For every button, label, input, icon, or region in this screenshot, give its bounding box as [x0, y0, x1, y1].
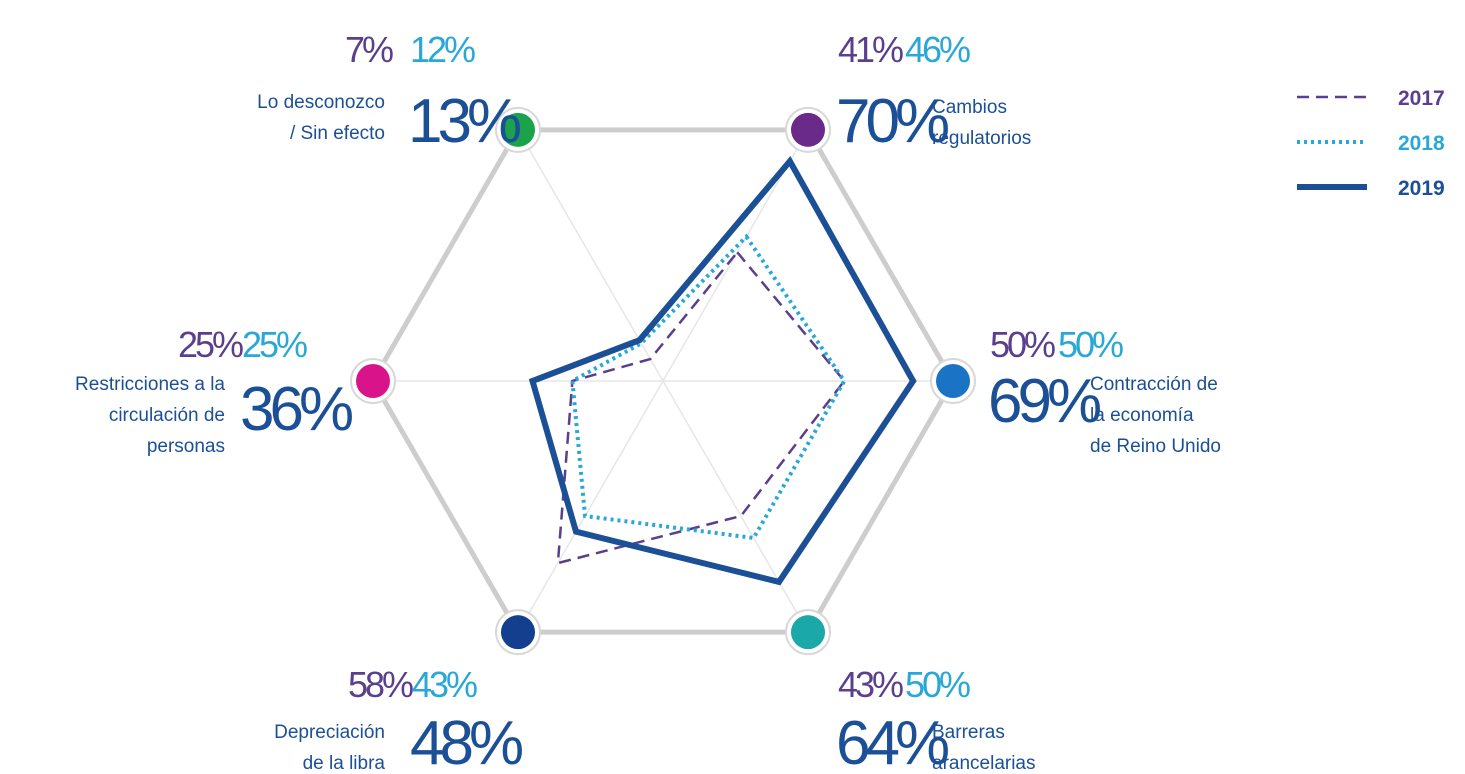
legend-label: 2019	[1398, 177, 1445, 200]
value-label: 50%	[1058, 324, 1123, 365]
category-label: / Sin efecto	[290, 123, 385, 144]
category-label: Restricciones a la	[75, 374, 225, 395]
value-label: 69%	[988, 367, 1100, 436]
category-label: de Reino Unido	[1090, 436, 1221, 457]
axis-node-dot	[501, 112, 535, 147]
category-label: Cambios	[932, 97, 1007, 118]
series-line	[528, 155, 917, 586]
value-label: 43%	[838, 664, 903, 705]
axis-node-dot	[791, 615, 825, 650]
value-label: 36%	[240, 375, 352, 444]
value-label: 50%	[905, 664, 970, 705]
value-label: 25%	[242, 324, 307, 365]
category-label: personas	[147, 436, 225, 457]
category-label: Depreciación	[274, 722, 385, 743]
value-label: 64%	[836, 709, 948, 774]
series-line	[556, 250, 846, 565]
category-label: de la libra	[303, 753, 386, 774]
value-label: 41%	[838, 29, 903, 70]
legend-label: 2018	[1398, 132, 1445, 155]
axis-node-dot	[936, 364, 970, 398]
value-label: 13%	[408, 87, 520, 156]
category-label: la economía	[1090, 405, 1194, 426]
value-label: 50%	[990, 324, 1055, 365]
value-label: 70%	[836, 87, 948, 156]
legend-label: 2017	[1398, 87, 1445, 110]
category-label: arancelarias	[932, 753, 1036, 774]
category-label: Contracción de	[1090, 374, 1218, 395]
axis-node-dot	[501, 615, 535, 650]
spoke	[517, 129, 664, 382]
value-label: 12%	[410, 29, 475, 70]
category-label: Barreras	[932, 722, 1005, 743]
category-label: regulatorios	[932, 128, 1031, 149]
value-label: 58%	[348, 664, 413, 705]
spoke	[517, 380, 664, 633]
spoke	[662, 380, 809, 633]
category-label: Lo desconozco	[257, 92, 385, 113]
value-label: 46%	[905, 29, 970, 70]
series-line	[570, 233, 847, 541]
value-label: 48%	[410, 709, 522, 774]
value-label: 7%	[345, 29, 393, 70]
category-label: circulación de	[109, 405, 225, 426]
axis-node-dot	[356, 364, 390, 398]
value-label: 25%	[178, 324, 243, 365]
axis-node-dot	[791, 112, 825, 147]
value-label: 43%	[412, 664, 477, 705]
